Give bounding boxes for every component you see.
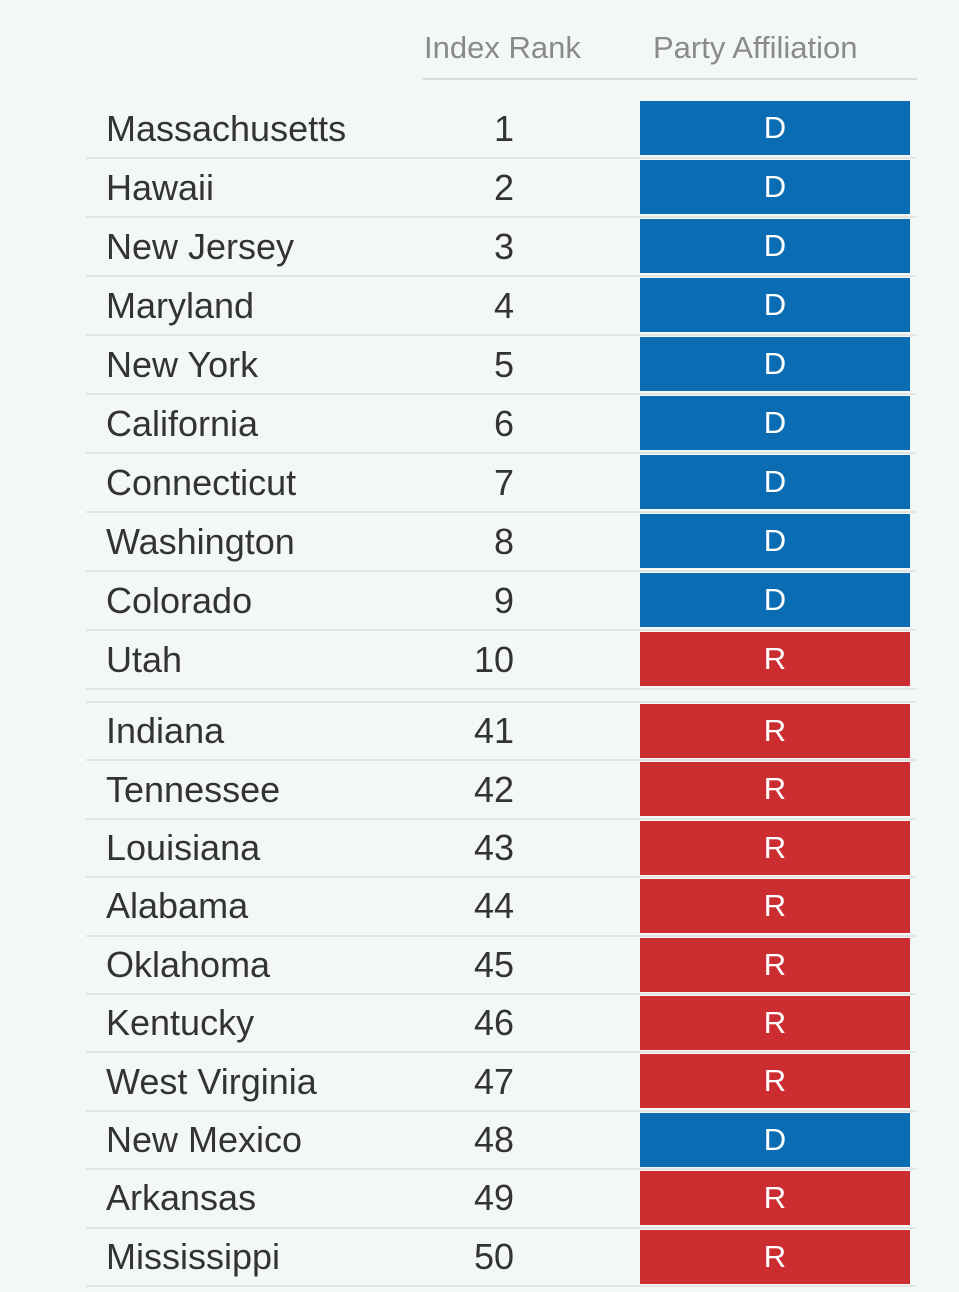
state-name: New Jersey <box>106 225 295 267</box>
table-row: Washington 8 D <box>86 513 916 572</box>
index-rank: 49 <box>473 1177 514 1219</box>
table-row: New Jersey 3 D <box>86 218 916 277</box>
party-badge: D <box>640 514 910 568</box>
state-name: Alabama <box>106 885 249 927</box>
party-badge: D <box>640 219 910 273</box>
index-rank: 2 <box>493 166 514 208</box>
table-row: New Mexico 48 D <box>86 1112 916 1171</box>
state-name: Washington <box>106 520 295 562</box>
table-row: California 6 D <box>86 395 916 454</box>
party-badge: D <box>640 455 910 509</box>
index-rank: 43 <box>473 826 514 868</box>
index-rank: 5 <box>493 343 514 385</box>
state-name: California <box>106 402 259 444</box>
index-rank: 46 <box>473 1002 514 1044</box>
header-divider <box>423 78 917 80</box>
index-rank: 8 <box>493 520 514 562</box>
table-row: Louisiana 43 R <box>86 820 916 879</box>
index-rank: 50 <box>473 1235 514 1277</box>
state-name: Indiana <box>106 710 225 752</box>
state-name: Utah <box>106 638 183 680</box>
index-rank: 47 <box>473 1060 514 1102</box>
state-name: Louisiana <box>106 826 261 868</box>
index-rank: 3 <box>493 225 514 267</box>
party-badge: D <box>640 1112 910 1167</box>
party-badge: D <box>640 278 910 332</box>
column-header-party-affiliation: Party Affiliation <box>653 30 858 65</box>
index-rank: 45 <box>473 943 514 985</box>
index-rank: 1 <box>493 107 514 149</box>
party-badge: R <box>640 1171 910 1226</box>
state-name: Massachusetts <box>106 107 347 149</box>
index-rank: 4 <box>493 284 514 326</box>
table-row: Massachusetts 1 D <box>86 100 916 159</box>
state-name: Hawaii <box>106 166 215 208</box>
state-name: Connecticut <box>106 461 297 503</box>
state-name: Mississippi <box>106 1235 281 1277</box>
table-row: Hawaii 2 D <box>86 159 916 218</box>
top-ten-group: Massachusetts 1 D Hawaii 2 D New Jersey 3 D Maryl… <box>86 100 916 690</box>
index-rank: 44 <box>473 885 514 927</box>
table-row: Alabama 44 R <box>86 878 916 937</box>
table-row: New York 5 D <box>86 336 916 395</box>
state-name: Colorado <box>106 579 253 621</box>
state-name: Oklahoma <box>106 943 271 985</box>
table-row: Oklahoma 45 R <box>86 937 916 995</box>
party-badge: R <box>640 820 910 875</box>
index-rank: 10 <box>473 638 514 680</box>
party-badge: R <box>640 995 910 1050</box>
table-row: Tennessee 42 R <box>86 761 916 820</box>
table-row: Mississippi 50 R <box>86 1229 916 1287</box>
state-name: Arkansas <box>106 1177 257 1219</box>
group-divider <box>86 701 916 703</box>
party-badge: R <box>640 762 910 817</box>
table-row: West Virginia 47 R <box>86 1053 916 1112</box>
party-badge: D <box>640 337 910 391</box>
index-rank: 42 <box>473 768 514 810</box>
state-name: Kentucky <box>106 1002 255 1044</box>
state-name: West Virginia <box>106 1060 317 1102</box>
table-row: Connecticut 7 D <box>86 454 916 513</box>
table-row: Utah 10 R <box>86 631 916 690</box>
bottom-ten-group: Indiana 41 R Tennessee 42 R Louisiana 43 R Alabam… <box>86 703 916 1287</box>
index-rank: 41 <box>473 710 514 752</box>
party-badge: D <box>640 101 910 155</box>
party-badge: R <box>640 1229 910 1284</box>
index-rank: 48 <box>473 1118 514 1160</box>
party-badge: R <box>640 1054 910 1109</box>
party-badge: R <box>640 632 910 686</box>
table-row: Indiana 41 R <box>86 703 916 762</box>
index-rank: 9 <box>493 579 514 621</box>
state-name: Tennessee <box>106 768 281 810</box>
party-badge: R <box>640 879 910 934</box>
party-badge: D <box>640 573 910 627</box>
index-rank: 6 <box>493 402 514 444</box>
table-row: Arkansas 49 R <box>86 1170 916 1229</box>
index-rank: 7 <box>493 461 514 503</box>
table-row: Maryland 4 D <box>86 277 916 336</box>
state-name: New Mexico <box>106 1118 303 1160</box>
table-row: Colorado 9 D <box>86 572 916 631</box>
state-name: Maryland <box>106 284 255 326</box>
party-badge: R <box>640 704 910 758</box>
column-header-index-rank: Index Rank <box>424 30 581 65</box>
state-name: New York <box>106 343 259 385</box>
party-badge: D <box>640 396 910 450</box>
table-row: Kentucky 46 R <box>86 995 916 1054</box>
party-badge: D <box>640 160 910 214</box>
party-badge: R <box>640 937 910 992</box>
